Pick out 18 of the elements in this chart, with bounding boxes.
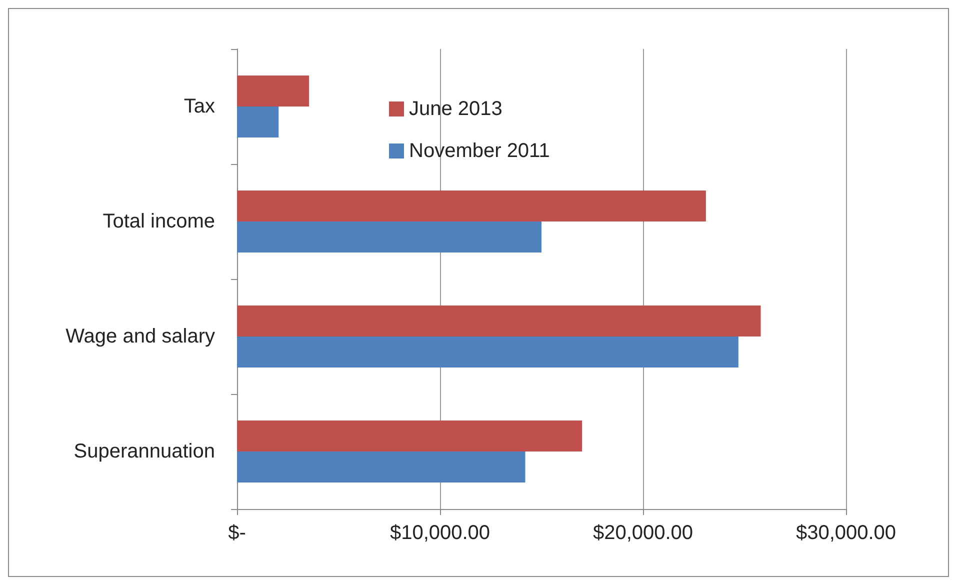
bar <box>237 75 310 106</box>
bar <box>237 222 542 253</box>
bar <box>237 420 582 452</box>
bar <box>237 452 526 483</box>
y-tick-label: Total income <box>102 210 215 232</box>
y-tick-label: Tax <box>184 96 215 118</box>
bar <box>237 305 761 336</box>
x-tick-label: $- <box>228 522 246 544</box>
y-tick-label: Superannuation <box>74 440 215 462</box>
y-tick-label: Wage and salary <box>66 326 215 348</box>
bar <box>237 336 738 368</box>
x-tick-label: $10,000.00 <box>390 522 490 544</box>
legend-label: November 2011 <box>409 140 550 162</box>
bar <box>237 190 706 222</box>
x-tick-label: $20,000.00 <box>592 522 694 544</box>
bar <box>237 106 279 138</box>
x-tick-label: $30,000.00 <box>796 522 896 544</box>
legend-label: June 2013 <box>409 98 502 120</box>
